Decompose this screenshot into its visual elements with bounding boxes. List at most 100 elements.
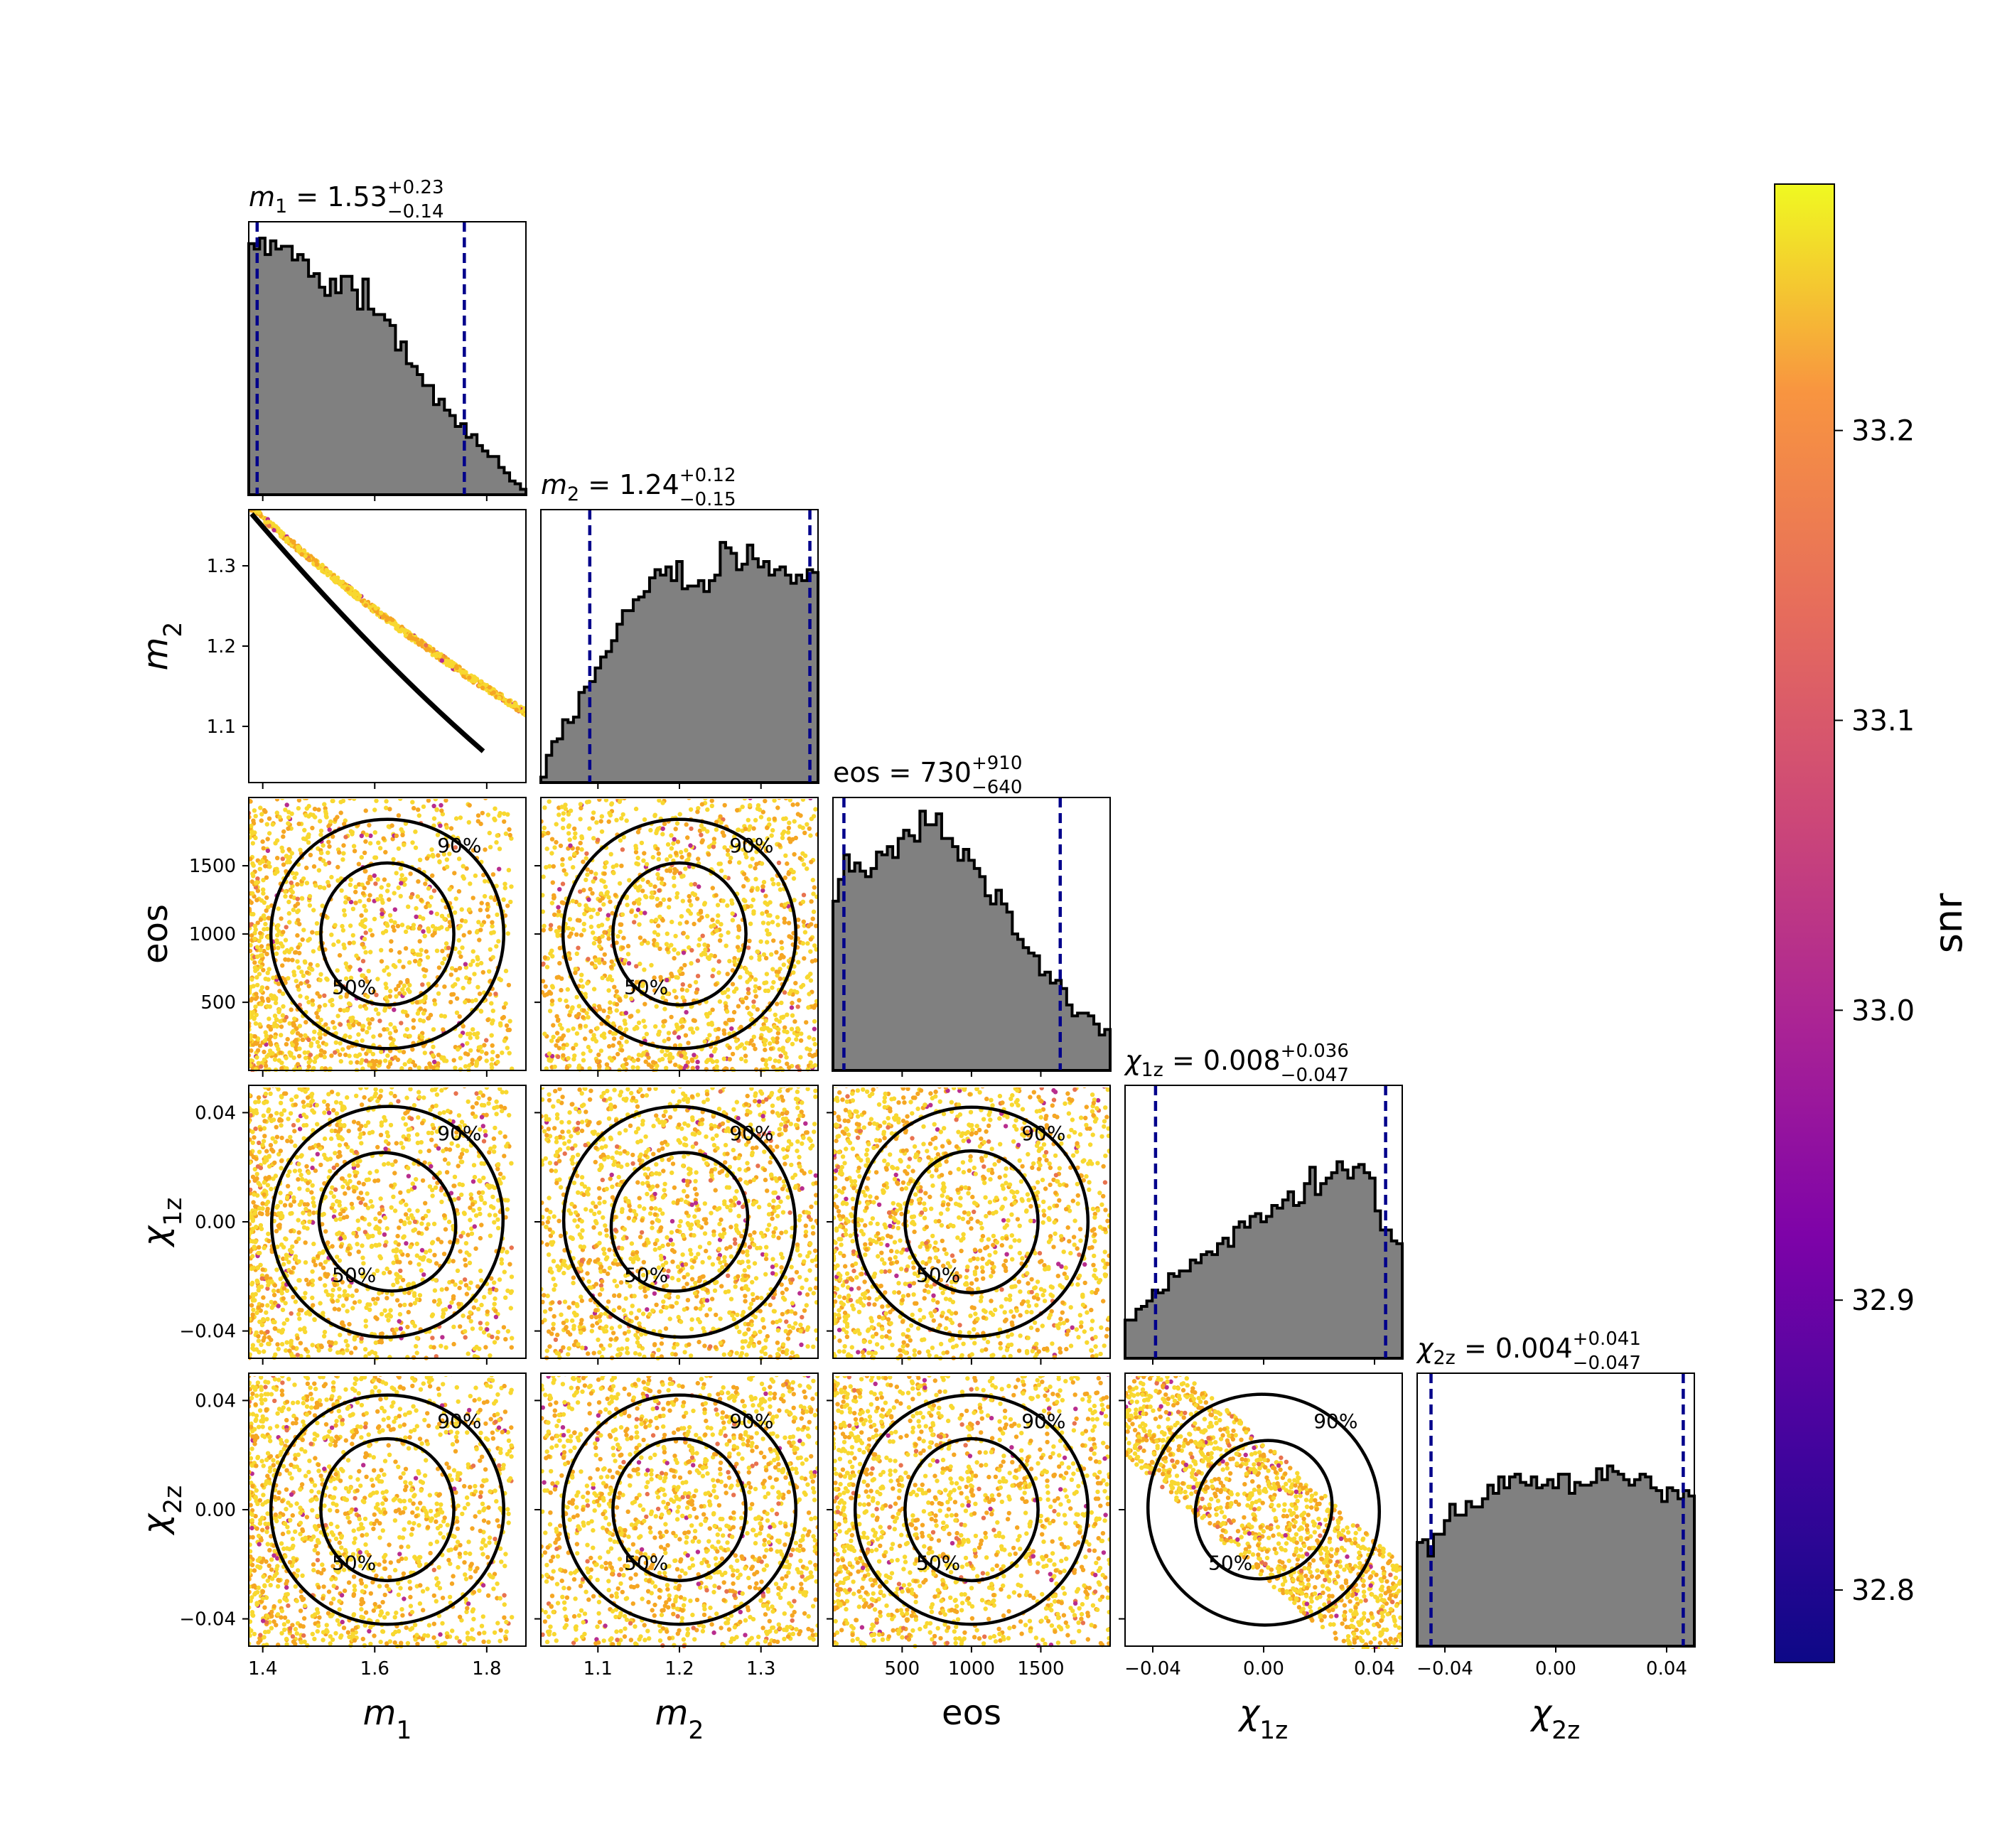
scatter-point xyxy=(297,950,302,956)
scatter-point xyxy=(306,834,311,839)
scatter-point xyxy=(469,1226,474,1231)
scatter-point xyxy=(364,1305,369,1311)
scatter-point xyxy=(296,945,301,950)
scatter-point xyxy=(250,861,255,866)
scatter-point xyxy=(501,1175,506,1181)
scatter-point xyxy=(679,854,684,860)
scatter-point xyxy=(360,1038,365,1043)
scatter-point xyxy=(765,825,770,830)
histogram-bars-m1 xyxy=(247,237,527,496)
contour-90 xyxy=(269,817,506,1051)
scatter-point xyxy=(572,852,577,856)
scatter-point xyxy=(322,1329,328,1335)
scatter-point xyxy=(633,806,639,812)
scatter-point xyxy=(340,1279,345,1285)
scatter-point xyxy=(412,1291,417,1296)
scatter-point xyxy=(771,979,776,985)
scatter-point xyxy=(688,807,694,812)
scatter-point xyxy=(448,1240,453,1245)
scatter-point xyxy=(780,1048,786,1053)
scatter-point xyxy=(485,907,490,913)
scatter-point xyxy=(792,852,797,857)
scatter-point xyxy=(452,1174,458,1180)
scatter-point xyxy=(681,950,687,955)
scatter-point xyxy=(391,1282,396,1288)
scatter-point xyxy=(591,908,596,913)
scatter-point xyxy=(372,989,377,994)
scatter-point xyxy=(432,1001,438,1006)
scatter-point xyxy=(343,976,349,982)
scatter-point xyxy=(736,935,741,940)
scatter-point xyxy=(293,1143,298,1149)
scatter-point xyxy=(373,881,378,886)
scatter-point xyxy=(351,1162,356,1167)
scatter-point xyxy=(346,1045,351,1050)
scatter-point xyxy=(387,994,392,999)
scatter-point xyxy=(657,946,662,952)
scatter-point xyxy=(735,807,740,813)
scatter-point xyxy=(262,807,267,813)
scatter-point xyxy=(414,1177,419,1182)
scatter-point xyxy=(435,832,441,837)
scatter-point xyxy=(785,1038,791,1043)
scatter-point xyxy=(614,1001,620,1007)
scatter-point xyxy=(387,1031,392,1036)
scatter-point xyxy=(642,817,647,822)
scatter-point xyxy=(278,1149,283,1154)
scatter-point xyxy=(265,848,271,854)
scatter-point xyxy=(362,937,367,942)
scatter-point xyxy=(288,1111,294,1116)
scatter-point xyxy=(343,834,348,839)
scatter-point xyxy=(597,799,602,802)
scatter-point xyxy=(372,1350,378,1356)
scatter-point xyxy=(596,837,601,842)
scatter-point xyxy=(748,1017,754,1023)
scatter-point xyxy=(289,811,294,817)
scatter-point xyxy=(491,1136,497,1141)
scatter-point xyxy=(585,867,590,872)
scatter-point xyxy=(494,1099,499,1105)
scatter-point xyxy=(689,1057,694,1063)
scatter-point xyxy=(463,999,468,1005)
scatter-point xyxy=(672,947,677,952)
scatter-point xyxy=(436,853,441,858)
scatter-point xyxy=(570,898,576,903)
scatter-point xyxy=(326,1240,330,1245)
scatter-point xyxy=(714,827,719,832)
scatter-point xyxy=(394,1141,399,1146)
scatter-point xyxy=(653,1024,658,1029)
scatter-point xyxy=(430,873,435,879)
scatter-point xyxy=(704,1059,709,1065)
scatter-point xyxy=(549,998,555,1004)
scatter-point xyxy=(331,1107,336,1113)
scatter-point xyxy=(394,987,399,992)
scatter-point xyxy=(476,1095,481,1101)
scatter-point xyxy=(556,905,561,910)
scatter-point xyxy=(399,881,404,886)
scatter-point xyxy=(340,857,345,862)
scatter-point xyxy=(295,882,300,887)
scatter-point xyxy=(263,977,268,982)
scatter-point xyxy=(695,1065,700,1070)
scatter-point xyxy=(306,1060,311,1065)
scatter-point xyxy=(380,900,385,906)
scatter-point xyxy=(719,933,724,938)
scatter-point xyxy=(397,1318,402,1324)
scatter-point xyxy=(751,1043,756,1048)
scatter-point xyxy=(800,899,806,905)
scatter-point xyxy=(490,1009,495,1014)
scatter-point xyxy=(550,880,555,885)
scatter-point xyxy=(642,1024,647,1029)
scatter-point xyxy=(417,857,423,863)
scatter-point xyxy=(560,862,565,867)
scatter-point xyxy=(351,1165,357,1171)
scatter-point xyxy=(638,910,644,915)
scatter-point xyxy=(681,930,686,936)
scatter-point xyxy=(265,1087,269,1089)
scatter-point xyxy=(494,840,499,845)
scatter-point xyxy=(340,923,345,929)
scatter-point xyxy=(440,812,446,817)
scatter-point xyxy=(493,1309,498,1314)
scatter-point xyxy=(250,504,254,508)
scatter-point xyxy=(426,1222,431,1227)
